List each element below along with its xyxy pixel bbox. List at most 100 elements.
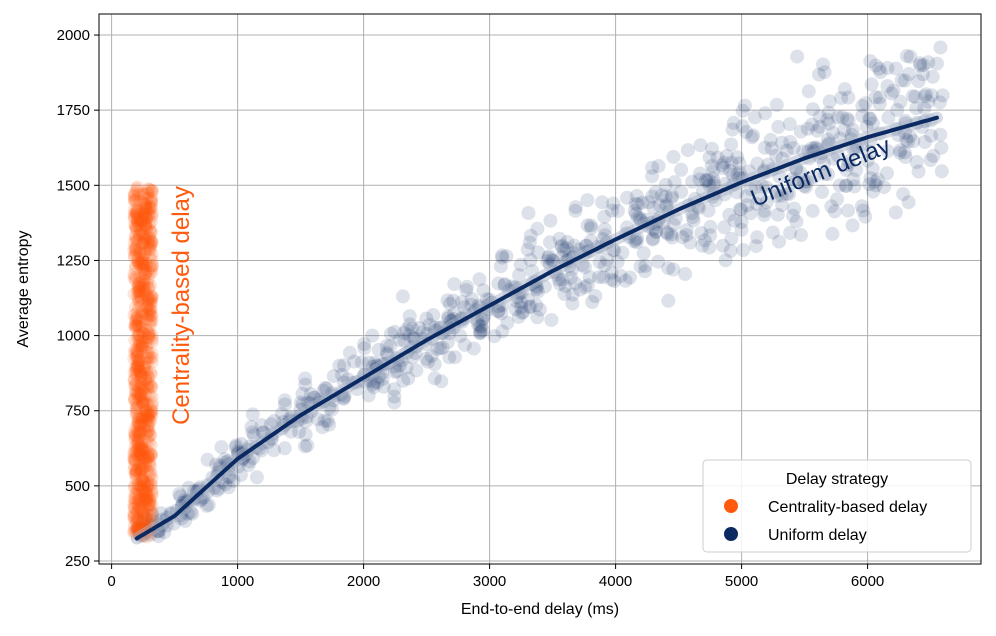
uniform-point — [840, 111, 854, 126]
centrality-point — [128, 495, 142, 509]
centrality-point — [129, 468, 142, 482]
centrality-point — [130, 506, 144, 519]
uniform-point — [919, 87, 933, 102]
centrality-point — [145, 297, 158, 311]
centrality-point — [134, 245, 148, 259]
centrality-point — [142, 191, 156, 205]
uniform-point — [797, 174, 812, 189]
centrality-point — [137, 206, 151, 220]
centrality-point — [132, 426, 146, 440]
uniform-point — [674, 162, 689, 177]
centrality-point — [131, 419, 145, 433]
uniform-point — [868, 178, 883, 193]
uniform-point — [495, 248, 509, 263]
centrality-point — [141, 477, 155, 491]
centrality-point — [143, 223, 157, 237]
uniform-point — [901, 195, 916, 210]
centrality-point — [128, 444, 142, 458]
centrality-point — [136, 442, 150, 456]
uniform-point — [145, 508, 160, 523]
uniform-point — [564, 270, 578, 285]
centrality-point — [134, 462, 148, 476]
uniform-point — [862, 177, 877, 192]
uniform-point — [897, 145, 912, 160]
centrality-point — [144, 234, 158, 248]
centrality-point — [140, 475, 154, 489]
centrality-point — [132, 328, 145, 342]
uniform-point — [723, 243, 738, 258]
centrality-point — [134, 448, 148, 462]
uniform-point — [383, 326, 398, 341]
centrality-point — [131, 357, 145, 371]
centrality-point — [132, 434, 145, 448]
centrality-point — [134, 223, 147, 237]
centrality-point — [135, 279, 149, 293]
centrality-point — [143, 497, 157, 511]
centrality-point — [144, 309, 158, 323]
centrality-point — [132, 494, 146, 508]
uniform-point — [530, 310, 545, 325]
centrality-point — [135, 214, 149, 228]
centrality-point — [141, 424, 154, 438]
uniform-point — [863, 144, 878, 159]
centrality-point — [140, 300, 154, 314]
centrality-point — [145, 380, 159, 394]
centrality-point — [138, 451, 152, 464]
centrality-point — [132, 440, 146, 454]
uniform-point — [674, 184, 689, 199]
uniform-point — [500, 315, 515, 330]
uniform-point — [645, 232, 660, 247]
uniform-point — [298, 371, 313, 386]
centrality-point — [144, 449, 158, 463]
centrality-point — [142, 309, 156, 323]
centrality-point — [144, 278, 158, 292]
centrality-point — [128, 467, 142, 480]
uniform-point — [863, 171, 878, 186]
uniform-point — [798, 180, 813, 194]
uniform-point — [757, 140, 772, 155]
centrality-point — [142, 230, 156, 244]
uniform-point — [905, 89, 920, 104]
uniform-point — [935, 88, 950, 103]
centrality-point — [136, 195, 150, 209]
uniform-point — [719, 149, 734, 163]
centrality-point — [133, 446, 147, 460]
uniform-point — [868, 58, 883, 73]
centrality-point — [134, 418, 148, 432]
uniform-point — [906, 134, 921, 149]
centrality-point — [134, 441, 147, 455]
centrality-point — [144, 403, 158, 417]
centrality-point — [136, 253, 150, 267]
centrality-point — [132, 277, 146, 291]
uniform-point — [736, 243, 751, 257]
uniform-point — [530, 284, 545, 299]
x-axis-title: End-to-end delay (ms) — [461, 601, 619, 618]
centrality-point — [138, 230, 152, 244]
centrality-point — [130, 516, 144, 529]
centrality-point — [141, 293, 155, 307]
centrality-point — [134, 380, 148, 394]
centrality-point — [137, 482, 151, 496]
centrality-point — [137, 278, 151, 291]
centrality-point — [130, 219, 144, 233]
uniform-point — [787, 175, 802, 190]
centrality-point — [144, 243, 158, 257]
uniform-point — [821, 105, 836, 120]
centrality-point — [135, 271, 149, 285]
centrality-point — [132, 489, 146, 503]
centrality-point — [133, 246, 147, 260]
uniform-point — [427, 357, 442, 372]
centrality-point — [135, 383, 149, 397]
uniform-point — [421, 354, 435, 369]
centrality-point — [145, 404, 159, 418]
uniform-point — [846, 172, 861, 187]
uniform-point — [585, 295, 600, 309]
uniform-point — [638, 258, 653, 273]
uniform-point — [872, 96, 887, 111]
centrality-point — [140, 221, 154, 235]
centrality-point — [137, 395, 151, 408]
centrality-point — [129, 464, 143, 478]
uniform-point — [636, 246, 651, 261]
centrality-point — [140, 366, 154, 380]
centrality-point — [144, 261, 158, 275]
